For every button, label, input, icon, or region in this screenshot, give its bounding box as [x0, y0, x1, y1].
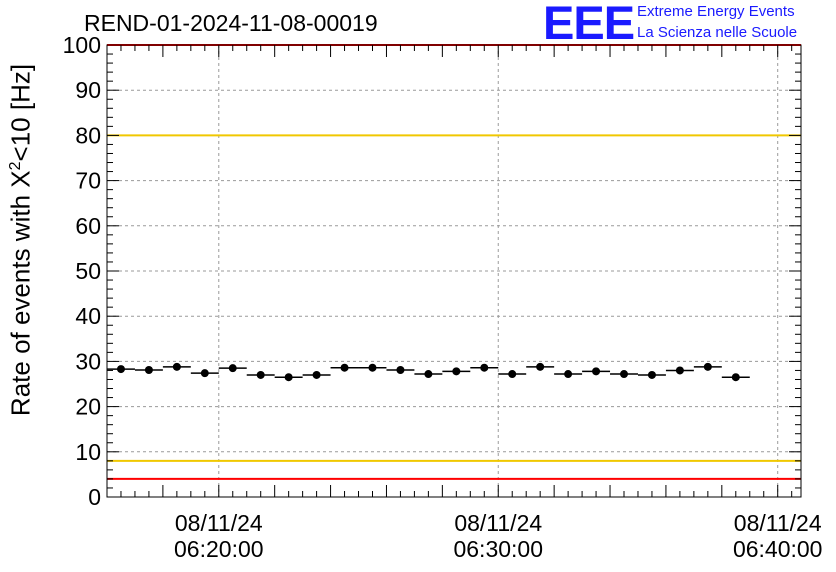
data-points — [107, 362, 750, 382]
data-point — [144, 365, 153, 374]
y-axis-title: Rate of events with X2<10 [Hz] — [6, 64, 37, 416]
data-point — [172, 362, 181, 371]
data-point — [620, 370, 629, 379]
y-title-part-2: <10 [Hz] — [5, 63, 36, 162]
eee-logo: EEE — [543, 0, 635, 49]
data-point — [480, 363, 489, 372]
axis-ticks — [106, 44, 801, 498]
y-tick-label: 60 — [75, 213, 101, 239]
data-point — [592, 367, 601, 376]
y-title-part-1: Rate of events with X — [5, 170, 36, 417]
logo-line-2: La Scienza nelle Scuole — [637, 24, 798, 41]
data-point — [228, 364, 237, 373]
y-tick-label: 100 — [63, 32, 101, 58]
data-point — [452, 367, 461, 376]
x-tick-time: 06:30:00 — [453, 536, 543, 562]
data-point — [396, 365, 405, 374]
y-title-superscript: 2 — [6, 161, 24, 171]
y-tick-label: 0 — [88, 484, 101, 510]
x-tick-time: 06:40:00 — [733, 536, 823, 562]
data-point — [116, 365, 125, 374]
y-tick-label: 10 — [75, 439, 101, 465]
y-tick-label: 90 — [75, 77, 101, 103]
y-tick-label: 30 — [75, 348, 101, 374]
data-point — [256, 370, 265, 379]
data-point — [284, 373, 293, 382]
data-point — [536, 362, 545, 371]
x-tick-time: 06:20:00 — [174, 536, 264, 562]
data-point — [731, 373, 740, 382]
x-tick-date: 08/11/24 — [734, 510, 822, 536]
data-point — [340, 363, 349, 372]
data-point — [647, 370, 656, 379]
logo-line-1: Extreme Energy Events — [637, 3, 795, 20]
x-tick-date: 08/11/24 — [175, 510, 263, 536]
y-tick-label: 50 — [75, 258, 101, 284]
x-tick-date: 08/11/24 — [454, 510, 542, 536]
limit-lines — [107, 44, 801, 480]
grid-layer — [107, 45, 801, 497]
data-point — [424, 370, 433, 379]
y-tick-label: 20 — [75, 394, 101, 420]
plot-frame — [106, 44, 802, 498]
data-point — [564, 370, 573, 379]
chart-title: REND-01-2024-11-08-00019 — [84, 10, 378, 36]
y-tick-label: 70 — [75, 168, 101, 194]
data-point — [200, 369, 209, 378]
data-point — [312, 370, 321, 379]
data-point — [675, 366, 684, 375]
y-tick-label: 40 — [75, 303, 101, 329]
data-point — [368, 363, 377, 372]
data-point — [508, 370, 517, 379]
data-point — [703, 362, 712, 371]
y-tick-label: 80 — [75, 122, 101, 148]
tick-labels: 010203040506070809010008/11/2406:20:0008… — [63, 32, 823, 562]
